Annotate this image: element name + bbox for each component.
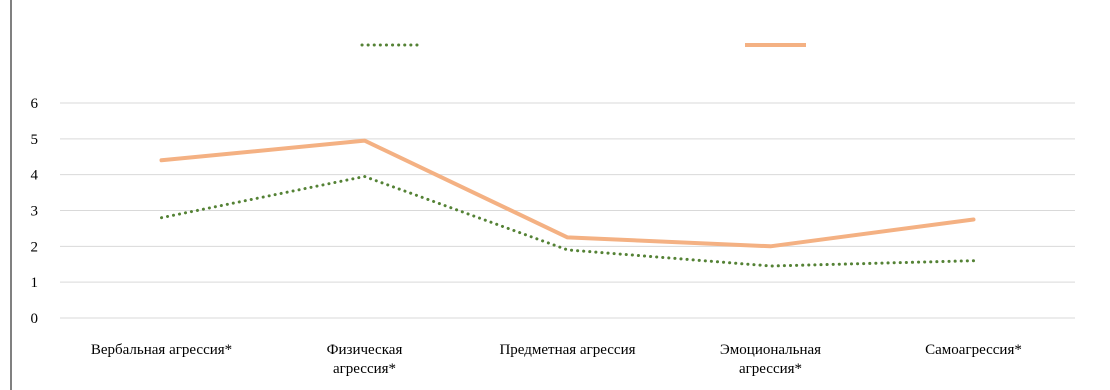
- x-tick-label: Самоагрессия*: [925, 342, 1022, 358]
- y-tick-label: 0: [31, 311, 39, 327]
- x-tick-label-line: Самоагрессия*: [925, 342, 1022, 358]
- x-tick-label-line: Эмоциональная: [720, 342, 821, 358]
- gridlines: [60, 102, 1075, 319]
- x-tick-label: Вербальная агрессия*: [91, 342, 232, 358]
- y-tick-label: 6: [31, 96, 39, 112]
- x-tick-label-line: Предметная агрессия: [499, 342, 635, 358]
- series-line-2: [159, 138, 976, 249]
- x-tick-label: Предметная агрессия: [499, 342, 635, 358]
- y-tick-label: 1: [31, 275, 39, 291]
- x-tick-label: Эмоциональная агрессия*: [720, 342, 821, 377]
- y-axis-ticks: 0 1 2 3 4 5 6: [31, 96, 39, 327]
- y-tick-label: 5: [31, 132, 39, 148]
- series-lines: [159, 138, 976, 268]
- y-tick-label: 3: [31, 204, 39, 220]
- y-tick-label: 4: [31, 168, 39, 184]
- x-tick-label-line: Физическая: [327, 342, 403, 358]
- x-tick-label-line: Вербальная агрессия*: [91, 342, 232, 358]
- x-tick-label: Физическая агрессия*: [327, 342, 403, 377]
- y-tick-label: 2: [31, 239, 39, 255]
- x-tick-label-line: агрессия*: [739, 361, 802, 377]
- x-axis-labels: Вербальная агрессия* Физическая агрессия* П…: [91, 342, 1022, 377]
- x-tick-label-line: агрессия*: [333, 361, 396, 377]
- series-line-1: [160, 175, 975, 268]
